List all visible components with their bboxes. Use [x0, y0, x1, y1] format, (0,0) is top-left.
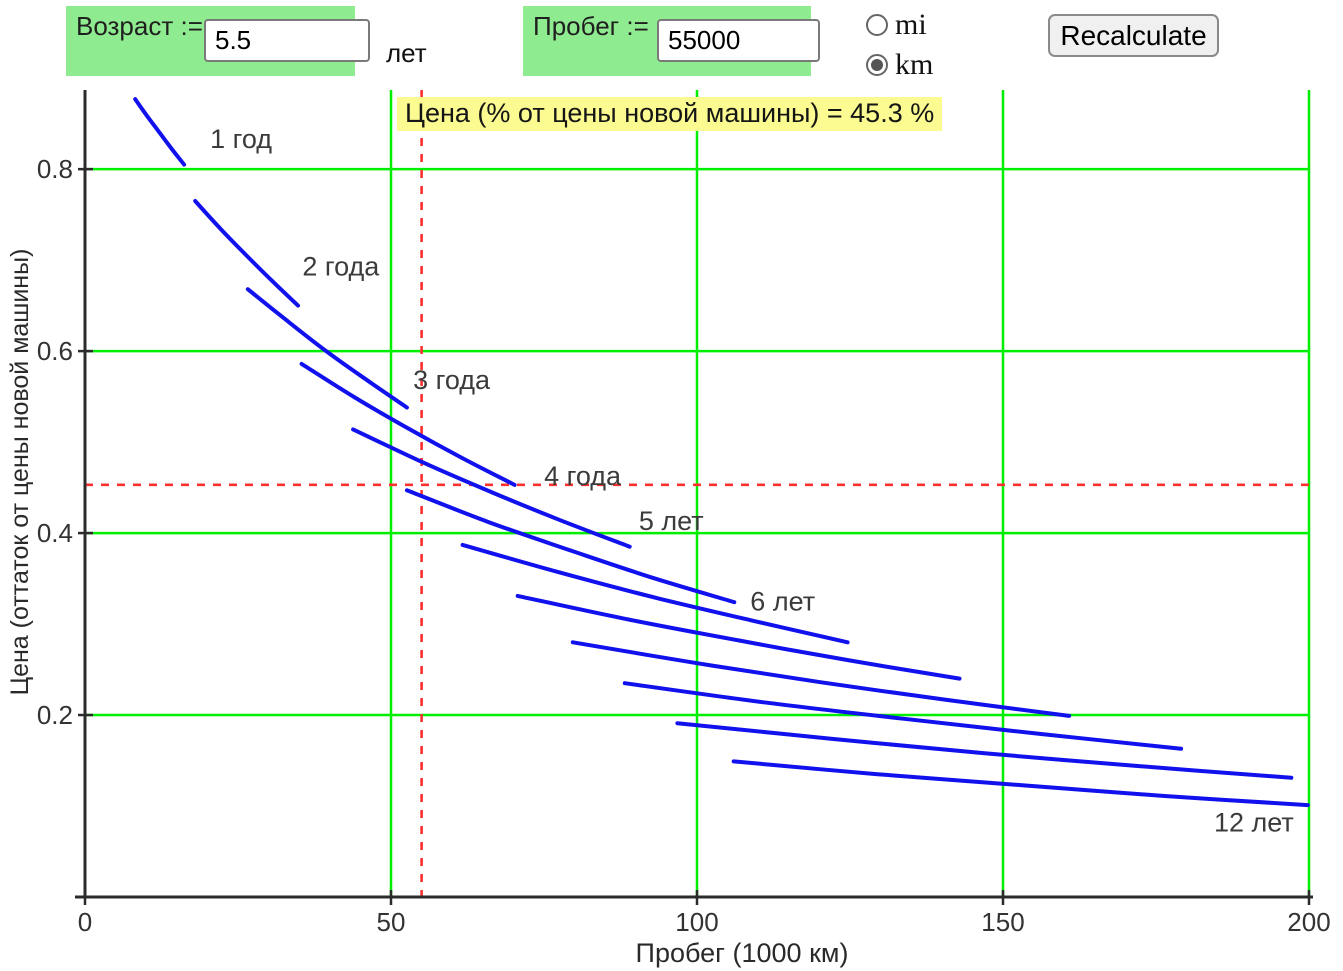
depreciation-curve-age-6	[404, 488, 737, 605]
curve-label: 6 лет	[750, 586, 815, 616]
depreciation-curve-age-3	[245, 287, 409, 410]
recalculate-button[interactable]: Recalculate	[1048, 14, 1219, 57]
y-tick-label: 0.6	[37, 336, 73, 366]
depreciation-curve-age-9	[570, 640, 1072, 718]
age-label: Возраст :=	[76, 11, 203, 41]
mileage-label: Пробег :=	[533, 11, 649, 41]
depreciation-curve-age-10	[622, 681, 1184, 751]
mileage-input[interactable]	[657, 19, 820, 62]
price-result-annotation: Цена (% от цены новой машины) = 45.3 %	[397, 97, 943, 131]
km-radio-label: km	[895, 48, 934, 81]
curve-label: 12 лет	[1214, 807, 1294, 837]
curve-label: 3 года	[413, 365, 491, 395]
y-tick-label: 0.4	[37, 518, 73, 548]
depreciation-curve-age-11	[675, 721, 1294, 780]
x-tick-label: 0	[78, 907, 92, 937]
depreciation-curve-age-5	[351, 427, 632, 549]
x-axis-title: Пробег (1000 км)	[636, 938, 849, 968]
curve-label: 2 года	[302, 252, 380, 282]
unit-option-mi: mi	[866, 5, 927, 45]
mi-radio-label: mi	[895, 8, 927, 41]
x-tick-label: 150	[981, 907, 1024, 937]
depreciation-curve-age-2	[193, 199, 300, 308]
depreciation-curve-age-1	[133, 97, 187, 167]
x-tick-label: 200	[1287, 907, 1330, 937]
age-input[interactable]	[204, 19, 370, 62]
unit-option-km: km	[866, 45, 933, 85]
depreciation-curve-age-7	[460, 542, 850, 645]
x-tick-label: 100	[675, 907, 718, 937]
curve-label: 5 лет	[639, 506, 704, 536]
curve-label: 1 год	[210, 124, 272, 154]
depreciation-curve-age-8	[515, 593, 962, 681]
y-axis-title: Цена (оттаток от цены новой машины)	[6, 249, 34, 696]
age-unit-label: лет	[386, 38, 427, 68]
depreciation-curve-age-12	[731, 759, 1310, 808]
depreciation-curve-age-4	[299, 361, 517, 487]
y-tick-label: 0.2	[37, 700, 73, 730]
mi-radio-button[interactable]	[866, 14, 888, 36]
km-radio-button[interactable]	[866, 54, 888, 76]
y-tick-label: 0.8	[37, 154, 73, 184]
curve-label: 4 года	[544, 461, 622, 491]
x-tick-label: 50	[377, 907, 406, 937]
